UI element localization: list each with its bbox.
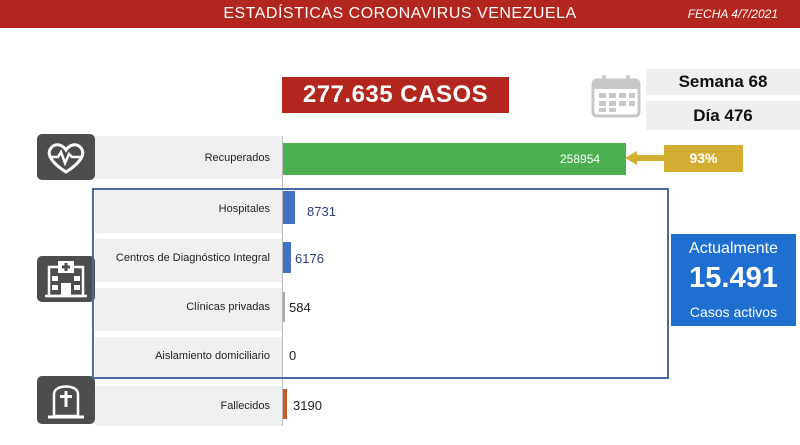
bar-cdi — [283, 242, 292, 273]
header-banner: ESTADÍSTICAS CORONAVIRUS VENEZUELA FECHA… — [0, 0, 800, 28]
value-clinicas: 584 — [289, 300, 311, 315]
row-bg-cdi — [95, 239, 282, 282]
label-fallecidos: Fallecidos — [220, 400, 270, 412]
page-title: ESTADÍSTICAS CORONAVIRUS VENEZUELA — [223, 5, 577, 22]
row-bg-recuperados — [95, 136, 282, 179]
value-cdi: 6176 — [295, 251, 324, 266]
week-counter: Semana 68 — [646, 69, 800, 95]
active-cases-group-frame — [92, 188, 669, 379]
label-recuperados: Recuperados — [204, 152, 270, 164]
label-clinicas: Clínicas privadas — [186, 301, 270, 313]
report-date: FECHA 4/7/2021 — [687, 7, 778, 21]
value-hospitales: 8731 — [307, 204, 336, 219]
value-fallecidos: 3190 — [293, 398, 322, 413]
heart-pulse-icon — [37, 134, 95, 180]
chart-axis — [282, 136, 283, 426]
hospital-icon — [37, 256, 95, 302]
bar-hospitales — [283, 191, 295, 224]
tombstone-icon — [37, 376, 95, 424]
value-aislamiento: 0 — [289, 348, 297, 363]
arrow-left-icon — [625, 151, 667, 165]
bar-fallecidos — [283, 389, 288, 419]
row-bg-hospitales — [95, 190, 282, 233]
label-cdi: Centros de Diagnóstico Integral — [115, 252, 270, 264]
row-bg-fallecidos — [95, 386, 282, 426]
bar-clinicas — [283, 292, 285, 322]
day-counter: Día 476 — [646, 101, 800, 130]
total-cases-badge: 277.635 CASOS — [282, 77, 509, 113]
label-aislamiento: Aislamiento domiciliario — [155, 350, 270, 362]
value-recuperados: 258954 — [560, 152, 601, 166]
active-cases-subcaption: Casos activos — [689, 304, 778, 320]
row-bg-clinicas — [95, 288, 282, 331]
active-cases-caption: Actualmente — [689, 240, 778, 257]
row-bg-aislamiento — [95, 337, 282, 378]
label-hospitales: Hospitales — [218, 203, 270, 215]
calendar-icon — [591, 75, 641, 118]
bar-recuperados — [283, 143, 626, 175]
active-cases-box: Actualmente 15.491 Casos activos — [671, 234, 796, 326]
recovered-percentage-badge: 93% — [664, 145, 743, 172]
active-cases-count: 15.491 — [689, 262, 778, 294]
